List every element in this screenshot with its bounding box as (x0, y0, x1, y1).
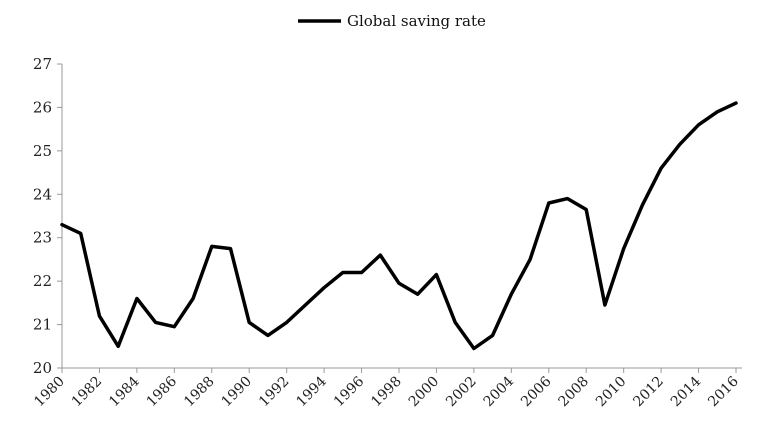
x-tick-label: 1980 (31, 374, 68, 411)
x-tick-label: 1994 (293, 373, 330, 410)
x-tick-label: 2008 (556, 374, 593, 411)
x-tick-label: 1986 (144, 373, 181, 410)
x-tick-label: 1988 (181, 374, 218, 411)
x-tick-label: 2006 (518, 373, 555, 410)
y-axis-ticks: 20 21 22 23 24 25 26 27 (33, 55, 62, 377)
x-tick-label: 1992 (256, 374, 293, 411)
x-tick-label: 2000 (406, 374, 443, 411)
y-tick-label: 23 (33, 229, 52, 247)
x-tick-label: 2010 (593, 374, 630, 411)
x-tick-label: 2014 (668, 373, 705, 410)
x-tick-label: 1982 (69, 374, 106, 411)
x-axis-ticks: 1980 1982 1984 1986 1988 1990 1992 1994 1996 1998… (31, 368, 742, 410)
x-tick-label: 1984 (106, 373, 143, 410)
y-tick-label: 27 (33, 55, 52, 73)
y-tick-label: 25 (33, 142, 52, 160)
y-tick-label: 22 (33, 272, 52, 290)
series-layer (60, 101, 738, 351)
y-tick-label: 24 (33, 185, 52, 203)
x-tick-label: 2012 (630, 374, 667, 411)
y-tick-label: 20 (33, 359, 52, 377)
x-tick-label: 2002 (443, 374, 480, 411)
x-tick-label: 1996 (331, 373, 368, 410)
series-line-0 (60, 101, 738, 351)
legend: Global saving rate (298, 12, 486, 30)
axes (61, 64, 742, 369)
y-tick-label: 21 (33, 316, 52, 334)
x-tick-label: 2016 (705, 373, 742, 410)
x-tick-label: 1998 (368, 374, 405, 411)
legend-label-global-saving-rate: Global saving rate (347, 12, 486, 30)
x-tick-label: 1990 (219, 374, 256, 411)
y-tick-label: 26 (33, 98, 52, 116)
x-tick-label: 2004 (481, 373, 518, 410)
